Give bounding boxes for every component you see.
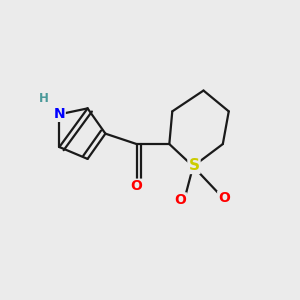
Text: O: O bbox=[131, 179, 142, 193]
Text: H: H bbox=[39, 92, 49, 105]
Text: N: N bbox=[53, 107, 65, 121]
Text: O: O bbox=[218, 191, 230, 206]
Text: O: O bbox=[174, 193, 186, 207]
Text: S: S bbox=[188, 158, 200, 173]
